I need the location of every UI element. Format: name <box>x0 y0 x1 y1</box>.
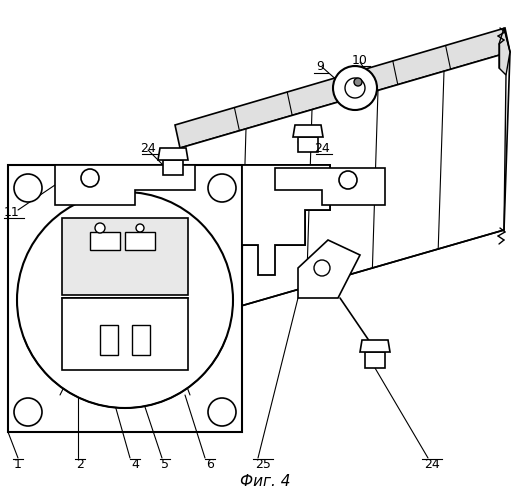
Circle shape <box>17 192 233 408</box>
Polygon shape <box>55 165 195 205</box>
Circle shape <box>339 171 357 189</box>
Polygon shape <box>298 240 360 298</box>
Polygon shape <box>163 160 183 175</box>
Circle shape <box>136 224 144 232</box>
Text: 10: 10 <box>352 54 368 66</box>
Text: 2: 2 <box>76 458 84 471</box>
Polygon shape <box>298 137 318 152</box>
Circle shape <box>314 260 330 276</box>
Circle shape <box>95 223 105 233</box>
Circle shape <box>208 174 236 202</box>
Text: 24: 24 <box>424 458 440 471</box>
Circle shape <box>81 169 99 187</box>
Polygon shape <box>365 352 385 368</box>
Polygon shape <box>8 165 242 432</box>
Polygon shape <box>62 298 188 370</box>
Polygon shape <box>158 148 188 160</box>
Text: 11: 11 <box>4 206 20 218</box>
Polygon shape <box>125 232 155 250</box>
Polygon shape <box>293 125 323 137</box>
Circle shape <box>354 78 362 86</box>
Polygon shape <box>360 340 390 352</box>
Text: Фиг. 4: Фиг. 4 <box>240 474 290 490</box>
Text: 24: 24 <box>140 142 156 154</box>
Polygon shape <box>242 165 330 275</box>
Text: 24: 24 <box>314 142 330 154</box>
Circle shape <box>14 174 42 202</box>
Text: 4: 4 <box>131 458 139 471</box>
Polygon shape <box>132 325 150 355</box>
Polygon shape <box>175 52 510 325</box>
Circle shape <box>208 398 236 426</box>
Circle shape <box>14 398 42 426</box>
Polygon shape <box>100 325 118 355</box>
Polygon shape <box>62 218 188 295</box>
Text: 6: 6 <box>206 458 214 471</box>
Polygon shape <box>175 28 510 148</box>
Polygon shape <box>275 165 330 245</box>
Text: 9: 9 <box>316 60 324 74</box>
Circle shape <box>345 78 365 98</box>
Polygon shape <box>90 232 120 250</box>
Text: 25: 25 <box>255 458 271 471</box>
Polygon shape <box>499 28 510 75</box>
Polygon shape <box>275 168 385 205</box>
Text: 1: 1 <box>14 458 22 471</box>
Text: 5: 5 <box>161 458 169 471</box>
Polygon shape <box>242 165 275 245</box>
Circle shape <box>333 66 377 110</box>
